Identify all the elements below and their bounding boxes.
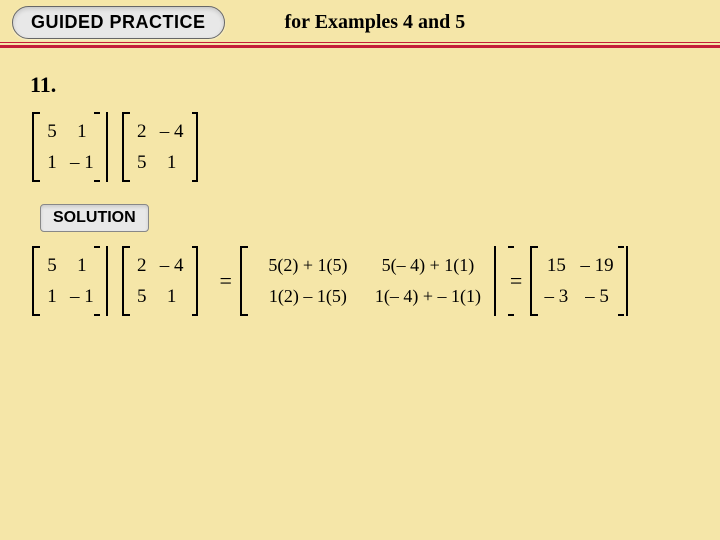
matrix-cell: 1 [70, 117, 94, 147]
matrix-work: 5(2) + 1(5) 1(2) – 1(5) 5(– 4) + 1(1) 1(… [240, 246, 496, 316]
matrix-b-copy: 2 5 – 4 1 [122, 246, 198, 316]
matrix-cell: – 4 [154, 251, 190, 281]
header-underline [0, 42, 720, 43]
matrix-b: 2 5 – 4 1 [122, 112, 198, 182]
matrix-cell: – 19 [574, 251, 619, 281]
matrix-cell: – 5 [579, 282, 615, 312]
matrix-cell: 1(– 4) + – 1(1) [368, 282, 488, 311]
header-bar: GUIDED PRACTICE for Examples 4 and 5 [0, 0, 720, 48]
solution-row: 5 1 1 – 1 2 5 – 4 1 = 5(2) + 1(5) 1(2) –… [32, 246, 720, 316]
matrix-cell: 1 [40, 148, 64, 178]
matrix-a: 5 1 1 – 1 [32, 112, 108, 182]
matrix-cell: – 4 [154, 117, 190, 147]
matrix-cell: – 1 [64, 148, 100, 178]
matrix-cell: – 1 [64, 282, 100, 312]
equals-sign: = [510, 268, 522, 294]
matrix-cell: 5 [40, 117, 64, 147]
guided-practice-pill: GUIDED PRACTICE [12, 6, 225, 39]
matrix-cell: 15 [538, 251, 574, 281]
matrix-cell: 1 [160, 148, 184, 178]
matrix-cell: 1 [40, 282, 64, 312]
matrix-cell: 5(– 4) + 1(1) [368, 251, 488, 280]
matrix-a-copy: 5 1 1 – 1 [32, 246, 108, 316]
matrix-cell: 1 [160, 282, 184, 312]
matrix-result: 15 – 3 – 19 – 5 [530, 246, 627, 316]
matrix-cell: 2 [130, 251, 154, 281]
matrix-cell: 5(2) + 1(5) [248, 251, 368, 280]
header-title: for Examples 4 and 5 [285, 11, 466, 34]
solution-label: SOLUTION [40, 204, 149, 232]
matrix-cell: 2 [130, 117, 154, 147]
problem-matrices: 5 1 1 – 1 2 5 – 4 1 [32, 112, 720, 182]
matrix-cell: 1 [70, 251, 94, 281]
problem-number: 11. [30, 72, 720, 98]
matrix-cell: 5 [40, 251, 64, 281]
equals-sign: = [220, 268, 232, 294]
matrix-cell: 5 [130, 282, 154, 312]
matrix-cell: – 3 [538, 282, 574, 312]
matrix-cell: 1(2) – 1(5) [248, 282, 368, 311]
matrix-cell: 5 [130, 148, 154, 178]
